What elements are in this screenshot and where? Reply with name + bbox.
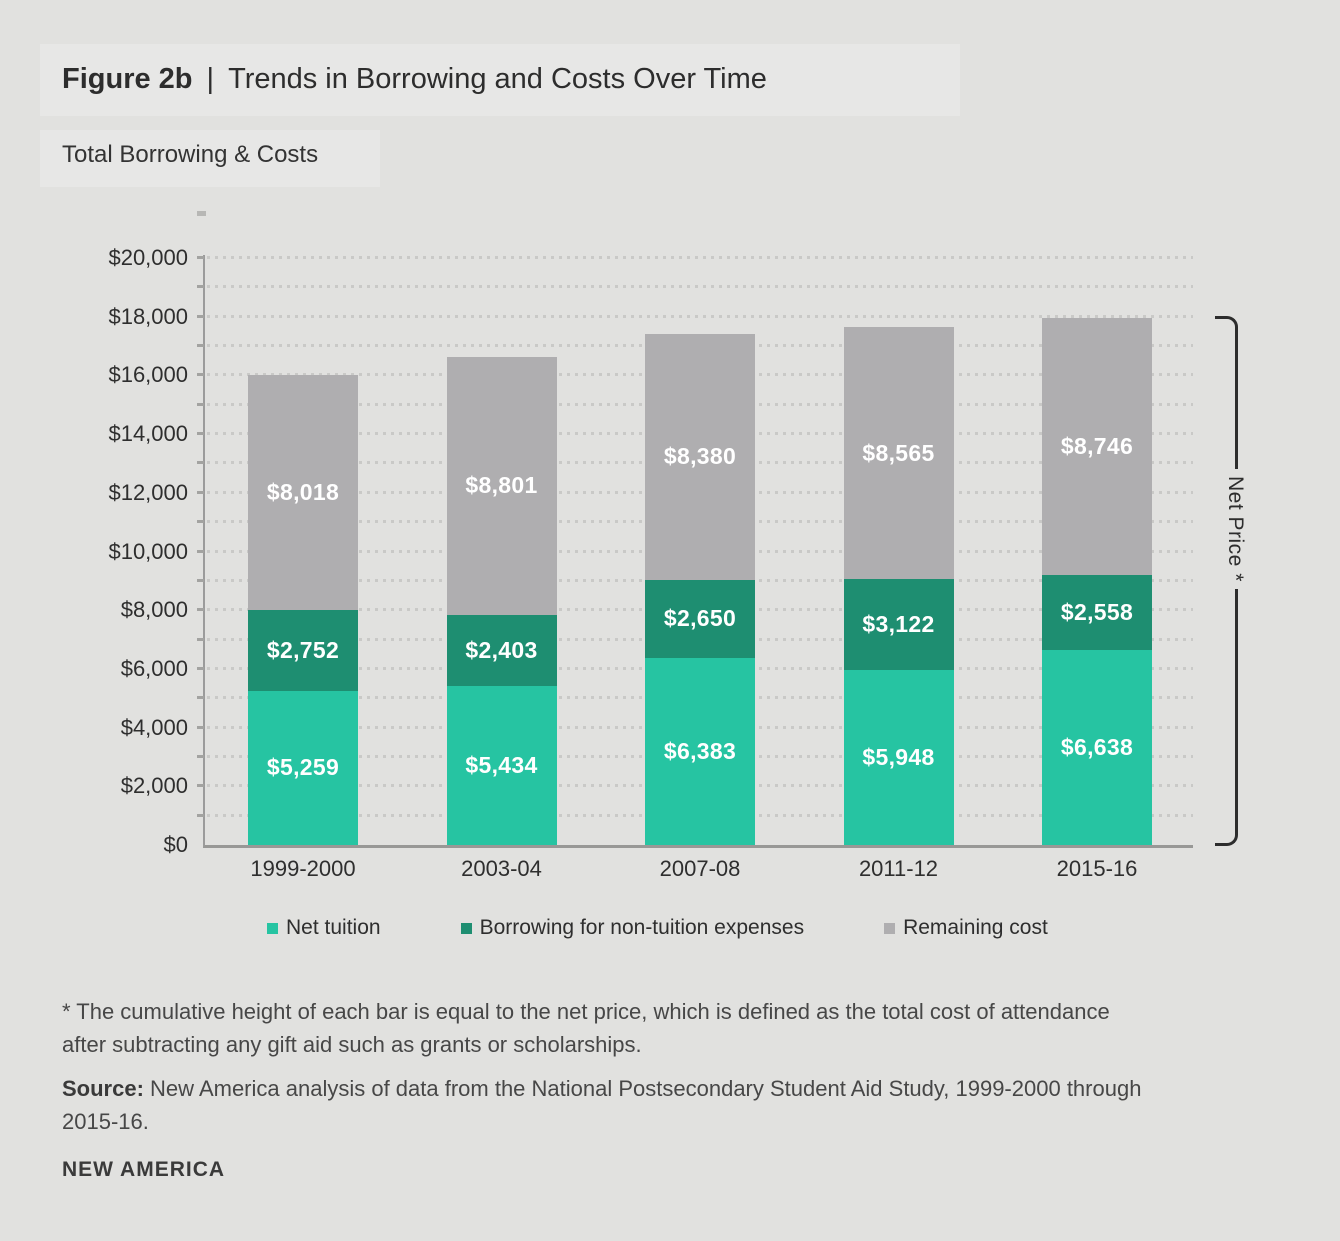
- y-axis-tick: [197, 666, 204, 670]
- y-axis-tick-label: $4,000: [120, 714, 188, 740]
- title-highlight-box: [40, 44, 960, 116]
- bar-value-label: $6,638: [1060, 734, 1134, 761]
- bar-segment: $8,565: [843, 327, 954, 579]
- figure-title-separator: |: [206, 63, 215, 95]
- legend: Net tuition Borrowing for non-tuition exp…: [267, 916, 1048, 940]
- y-axis-tick-label: $8,000: [120, 597, 188, 623]
- y-axis-tick: [197, 461, 204, 465]
- net-price-bracket-bottom: [1215, 589, 1238, 846]
- x-axis-category-label: 1999-2000: [250, 856, 356, 881]
- y-axis-tick: [197, 696, 204, 700]
- legend-item: Borrowing for non-tuition expenses: [460, 916, 805, 940]
- footnote: * The cumulative height of each bar is e…: [62, 999, 1110, 1057]
- net-price-annotation: Net Price *: [1224, 476, 1247, 582]
- y-axis-tick: [197, 549, 204, 553]
- figure-label: Figure 2b: [62, 63, 193, 95]
- bar-value-label: $2,558: [1060, 599, 1134, 626]
- y-axis-tick: [197, 402, 204, 406]
- source-text: New America analysis of data from the Na…: [62, 1076, 1142, 1134]
- bar-value-label: $8,801: [465, 472, 538, 499]
- y-axis-tick: [197, 754, 204, 758]
- legend-item: Net tuition: [267, 916, 381, 940]
- legend-swatch: [267, 923, 278, 934]
- plot-area: $5,259 $2,752 $8,018 1999-2000 $5,434 $2,403 $…: [197, 255, 1193, 881]
- bar-value-label: $5,259: [266, 754, 340, 781]
- y-axis-tick-label: $18,000: [108, 303, 188, 329]
- bar-value-label: $2,403: [465, 636, 538, 663]
- y-axis-tick: [197, 637, 204, 641]
- y-axis-tick-label: $0: [163, 832, 188, 857]
- decorative-dash: [197, 211, 206, 216]
- bar-value-label: $6,383: [663, 737, 737, 764]
- y-axis-tick: [197, 520, 204, 524]
- bar-segment: $8,018: [248, 374, 358, 610]
- bar-value-label: $2,650: [663, 605, 737, 632]
- bar-segment: $2,558: [1042, 575, 1152, 651]
- bar-value-label: $8,018: [266, 478, 340, 505]
- bar-segment: $8,801: [446, 356, 557, 615]
- x-axis-category-label: 2011-12: [858, 856, 939, 881]
- figure-title-row: Figure 2b | Trends in Borrowing and Cost…: [62, 63, 767, 96]
- bar-segment: $5,948: [843, 670, 954, 845]
- y-axis-tick-label: $6,000: [120, 655, 188, 681]
- bar-segment: $2,650: [645, 579, 755, 658]
- y-axis-tick: [197, 725, 204, 729]
- y-axis-labels: $0 $2,000 $4,000 $6,000 $8,000 $10,000 $12,000…: [48, 0, 188, 900]
- legend-swatch: [460, 923, 472, 934]
- x-axis-category-label: 2007-08: [659, 856, 741, 881]
- y-axis-tick-label: $12,000: [108, 479, 188, 505]
- bar-segment: $6,638: [1042, 650, 1152, 845]
- y-axis-tick: [197, 256, 204, 259]
- gridline: [207, 256, 1193, 259]
- bar-segment: $8,380: [645, 333, 755, 580]
- legend-swatch: [884, 923, 896, 934]
- bar-segment: $3,122: [843, 578, 954, 671]
- chart-subtitle: Total Borrowing & Costs: [62, 141, 319, 168]
- y-axis-tick: [197, 784, 204, 788]
- bar-segment: $5,434: [446, 685, 557, 845]
- y-axis-tick: [197, 578, 204, 582]
- y-axis-tick-label: $10,000: [108, 538, 188, 564]
- y-axis-tick: [197, 432, 204, 436]
- y-axis-tick: [197, 608, 204, 612]
- x-axis-category-label: 2015-16: [1056, 856, 1138, 881]
- y-axis-tick: [197, 314, 204, 318]
- bar-segment: $5,259: [248, 690, 358, 845]
- legend-label: Remaining cost: [903, 916, 1048, 939]
- y-axis-tick: [197, 373, 204, 377]
- gridline: [207, 285, 1193, 289]
- bar-segment: $2,403: [446, 615, 557, 686]
- bar-value-label: $8,746: [1060, 433, 1134, 460]
- source-line: Source: New America analysis of data fro…: [62, 1072, 1190, 1138]
- bar-value-label: $2,752: [266, 636, 340, 663]
- y-axis-tick: [197, 813, 204, 817]
- source-label: Source:: [62, 1076, 144, 1101]
- bar-value-label: $8,380: [663, 443, 737, 470]
- y-axis-tick: [197, 344, 204, 348]
- legend-item: Remaining cost: [884, 916, 1048, 940]
- bar-value-label: $3,122: [862, 611, 935, 638]
- figure-title: Trends in Borrowing and Costs Over Time: [228, 63, 767, 95]
- bar-segment: $6,383: [645, 657, 755, 845]
- y-axis-tick: [197, 285, 204, 289]
- bar-value-label: $8,565: [862, 439, 935, 466]
- gridline: [207, 314, 1193, 318]
- y-axis-tick-label: $20,000: [108, 245, 188, 270]
- legend-label: Borrowing for non-tuition expenses: [479, 916, 805, 939]
- subtitle-highlight-box: [40, 130, 380, 187]
- y-axis-tick: [197, 490, 204, 494]
- x-axis-category-label: 2003-04: [461, 856, 542, 881]
- y-axis-tick-label: $2,000: [120, 773, 188, 799]
- bar-value-label: $5,434: [465, 751, 538, 778]
- bar-segment: $2,752: [248, 609, 358, 691]
- legend-label: Net tuition: [286, 916, 381, 939]
- y-axis-tick-label: $16,000: [108, 362, 188, 388]
- bar-segment: $8,746: [1042, 318, 1152, 576]
- bar-value-label: $5,948: [862, 744, 935, 771]
- y-axis-tick-label: $14,000: [108, 421, 188, 447]
- new-america-logo: NEW AMERICA: [62, 1158, 226, 1181]
- net-price-bracket-top: [1215, 316, 1238, 469]
